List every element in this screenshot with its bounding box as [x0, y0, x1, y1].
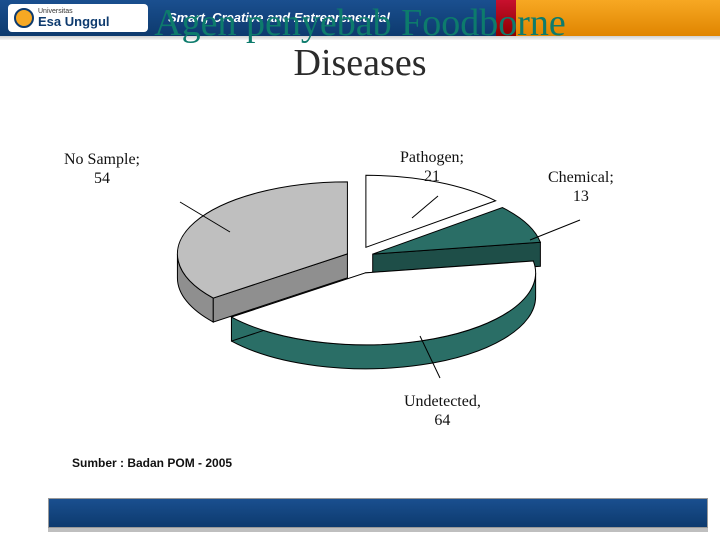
slice-label-pathogen: Pathogen;21 [400, 148, 464, 186]
page-title: Agen penyebab Foodborne Diseases [0, 4, 720, 84]
slice-label-no-sample: No Sample;54 [64, 150, 140, 188]
title-line-1: Agen penyebab Foodborne [0, 4, 720, 44]
footer-band [48, 498, 708, 528]
slice-label-chemical: Chemical;13 [548, 168, 614, 206]
footer-underline [48, 528, 708, 532]
slice-label-undetected: Undetected,64 [404, 392, 481, 430]
title-line-2: Diseases [0, 44, 720, 84]
source-citation: Sumber : Badan POM - 2005 [72, 456, 232, 470]
